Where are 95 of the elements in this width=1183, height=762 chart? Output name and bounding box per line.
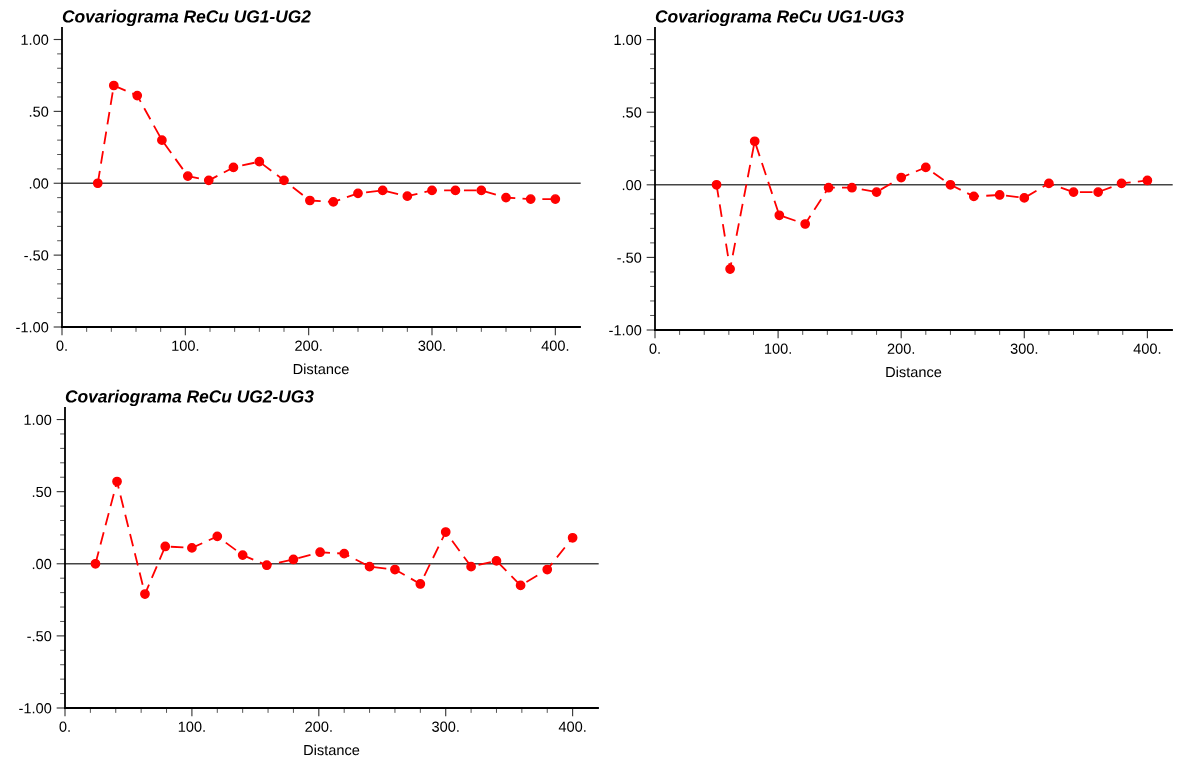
x-tick-label: 100. <box>765 343 791 354</box>
point <box>896 172 907 183</box>
y-tick-label: .50 <box>622 107 642 118</box>
y-tick-label: 1.00 <box>614 34 642 46</box>
point <box>140 589 150 599</box>
point <box>305 195 315 206</box>
point <box>160 541 171 552</box>
point <box>279 175 289 186</box>
x-tick-label: 0. <box>649 343 660 354</box>
point <box>353 188 363 199</box>
y-tick-label: -.50 <box>27 630 52 642</box>
y-tick-label: -1.00 <box>19 703 52 714</box>
point <box>364 561 375 572</box>
point <box>261 560 272 571</box>
chart-title: Covariograma ReCu UG2-UG3 <box>65 389 314 407</box>
x-tick-label: 0. <box>56 340 67 351</box>
y-tick-label: 1.00 <box>24 414 52 425</box>
point <box>108 80 119 91</box>
point <box>491 556 502 566</box>
point <box>440 527 451 537</box>
point <box>390 564 400 575</box>
point <box>515 580 526 591</box>
y-tick-label: 1.00 <box>21 34 49 45</box>
point <box>328 197 339 207</box>
point <box>132 90 143 101</box>
x-tick-label: 200. <box>305 721 332 732</box>
point <box>254 156 265 167</box>
point <box>920 162 931 173</box>
point <box>92 178 103 189</box>
point <box>847 182 857 193</box>
point <box>315 547 325 558</box>
x-tick-label: 400. <box>1133 343 1161 354</box>
point <box>711 179 722 190</box>
point <box>871 187 882 197</box>
y-tick-label: .50 <box>32 486 52 498</box>
point <box>968 191 979 202</box>
x-tick-label: 300. <box>432 721 459 732</box>
x-tick-label: 200. <box>295 340 322 351</box>
point <box>450 185 461 196</box>
point <box>402 191 413 202</box>
x-tick-label: 200. <box>887 343 915 354</box>
point <box>1044 178 1054 189</box>
point <box>567 532 578 543</box>
point <box>1142 175 1153 186</box>
point <box>182 171 193 181</box>
point <box>237 550 248 560</box>
point <box>212 531 223 542</box>
y-tick-label: .00 <box>32 558 52 570</box>
point <box>90 558 101 569</box>
point <box>288 554 299 565</box>
point <box>339 548 350 559</box>
point <box>823 182 834 193</box>
y-tick-label: -1.00 <box>609 325 642 336</box>
point <box>228 162 239 173</box>
point <box>542 564 553 575</box>
x-axis-title: Distance <box>293 363 349 375</box>
point <box>800 219 811 229</box>
x-tick-label: 300. <box>1010 343 1038 354</box>
chart-title: Covariograma ReCu UG1-UG2 <box>62 9 311 27</box>
x-axis-title: Distance <box>886 366 942 378</box>
point <box>945 179 956 190</box>
point <box>774 210 785 221</box>
chart-title: Covariograma ReCu UG1-UG3 <box>655 9 904 27</box>
point <box>427 185 437 196</box>
point <box>187 543 197 553</box>
y-tick-label: .50 <box>29 106 49 117</box>
point <box>749 136 760 147</box>
x-tick-label: 400. <box>558 721 586 732</box>
point <box>476 185 487 196</box>
y-tick-label: -.50 <box>24 250 49 261</box>
point <box>1093 187 1104 197</box>
y-tick-label: -.50 <box>617 252 642 263</box>
point <box>525 194 536 204</box>
y-tick-label: -1.00 <box>16 322 49 333</box>
point <box>203 175 214 186</box>
point <box>377 185 388 196</box>
x-tick-label: 300. <box>418 340 445 351</box>
point <box>1019 193 1030 203</box>
x-axis-title: Distance <box>304 744 360 756</box>
point <box>1116 178 1127 189</box>
x-tick-label: 100. <box>172 340 199 351</box>
x-tick-label: 0. <box>59 721 70 732</box>
point <box>157 135 167 145</box>
point <box>501 192 511 203</box>
y-tick-label: .00 <box>29 178 49 189</box>
point <box>1068 187 1079 197</box>
x-tick-label: 400. <box>541 340 569 351</box>
point <box>725 264 735 274</box>
point <box>112 476 122 487</box>
point <box>415 579 426 589</box>
point <box>550 194 561 204</box>
y-tick-label: .00 <box>622 179 642 191</box>
point <box>994 190 1005 200</box>
point <box>466 561 476 572</box>
x-tick-label: 100. <box>178 721 205 732</box>
